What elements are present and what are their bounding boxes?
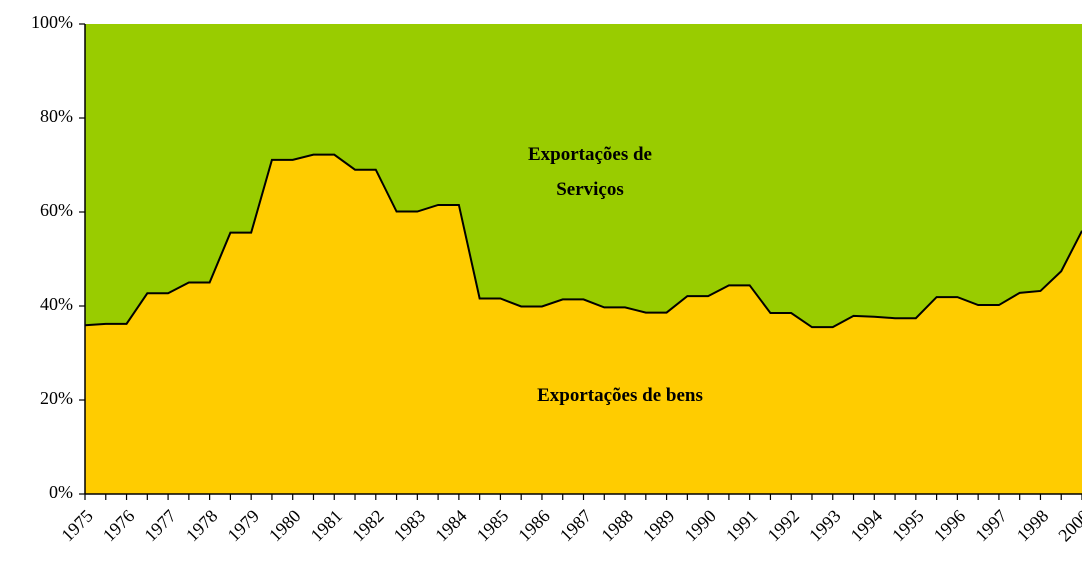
series-line [84,153,1082,329]
x-tick-label: 1987 [556,506,596,546]
series-label: Exportações de bens [537,385,703,406]
y-tick-label: 60% [40,200,73,220]
x-tick-label: 1997 [971,506,1011,546]
y-tick-label: 100% [31,12,73,32]
y-tick-label: 0% [49,482,73,502]
area [85,24,1082,328]
x-tick-label: 1998 [1013,506,1053,546]
x-tick-label: 1976 [99,506,139,546]
series-label: Exportações de Serviços [527,144,652,200]
x-tick-label: 1986 [514,506,554,546]
y-tick-label: 40% [40,294,73,314]
x-tick-label: 1991 [722,506,762,546]
x-tick-label: 1983 [390,506,430,546]
x-tick-label: 1993 [805,506,845,546]
y-tick-label: 20% [40,388,73,408]
x-tick-label: 1975 [57,506,97,546]
x-tick-label: 1994 [847,506,887,546]
y-tick-label: 80% [40,106,73,126]
x-tick-label: 1978 [182,506,222,546]
x-tick-label: 1984 [431,506,471,546]
x-tick-label: 1981 [307,506,347,546]
x-tick-label: 1979 [223,506,263,546]
area [85,154,1082,494]
x-tick-label: 1990 [680,506,720,546]
x-tick-label: 1980 [265,506,305,546]
x-tick-label: 2000 [1054,506,1082,546]
x-tick-label: 1977 [140,506,180,546]
x-tick-label: 1982 [348,506,388,546]
x-tick-label: 1995 [888,506,928,546]
x-tick-label: 1988 [597,506,637,546]
x-tick-label: 1992 [763,506,803,546]
x-tick-label: 1985 [473,506,513,546]
x-tick-label: 1989 [639,506,679,546]
x-tick-label: 1996 [930,506,970,546]
